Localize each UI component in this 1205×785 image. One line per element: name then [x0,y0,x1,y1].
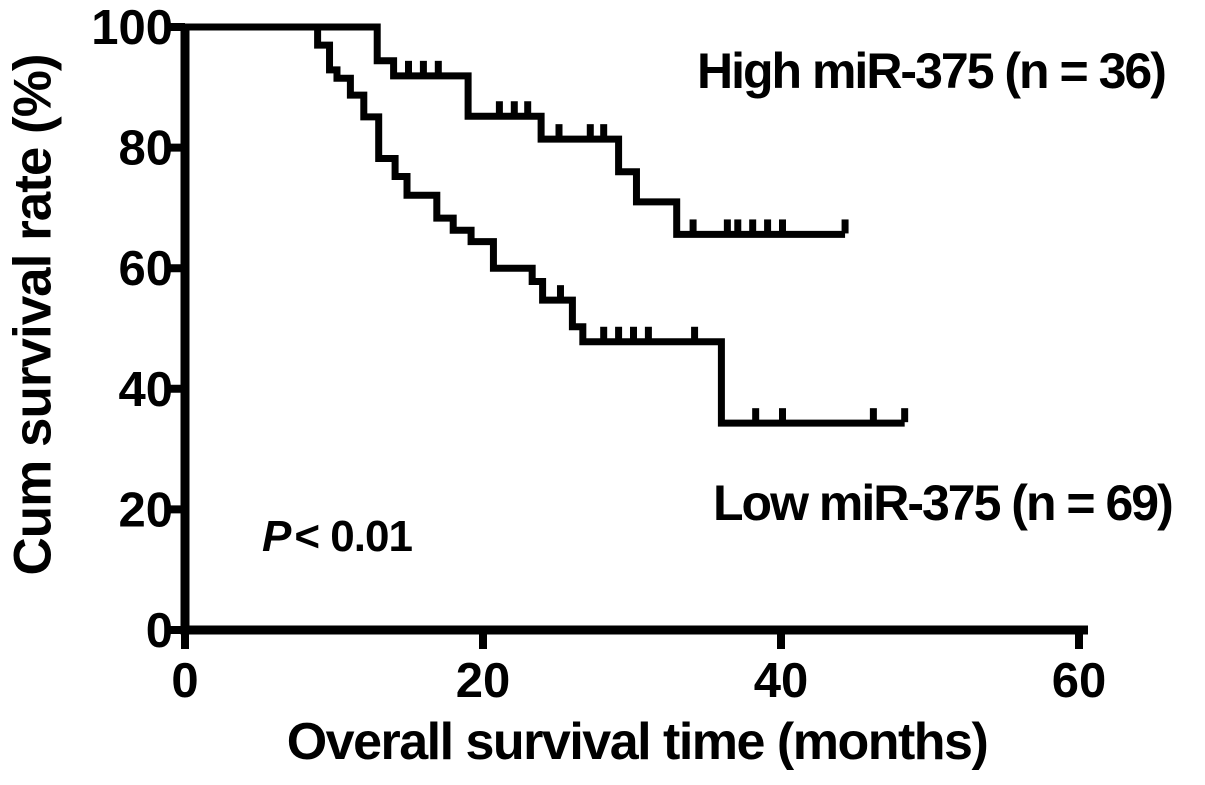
y-tick-label-100: 100 [91,1,173,55]
p-value-text: < 0.01 [294,512,413,561]
y-tick-label-0: 0 [146,604,173,658]
survival-curve-high [185,23,846,238]
survival-curve-low [185,23,905,427]
x-tick-label-60: 60 [1052,654,1107,708]
y-tick-label-60: 60 [118,242,173,296]
y-tick-label-40: 40 [118,363,173,417]
y-tick-label-20: 20 [118,483,173,537]
x-axis-title: Overall survival time (months) [286,713,989,771]
x-axis-ticks: 0 20 40 60 [171,630,1106,708]
y-tick-label-80: 80 [118,122,173,176]
x-tick-label-40: 40 [754,654,809,708]
series-label-low: Low miR-375 (n = 69) [713,475,1174,531]
censor-marks-high [405,60,849,234]
p-value-symbol: P [262,512,291,561]
x-tick-label-0: 0 [171,654,198,708]
p-value-annotation: P< 0.01 [262,512,413,562]
censor-marks-low [556,285,909,423]
y-axis-ticks: 0 20 40 60 80 100 [91,1,185,658]
y-axis-title: Cum survival rate (%) [3,54,63,576]
series-label-high: High miR-375 (n = 36) [697,43,1167,99]
x-tick-label-20: 20 [456,654,511,708]
